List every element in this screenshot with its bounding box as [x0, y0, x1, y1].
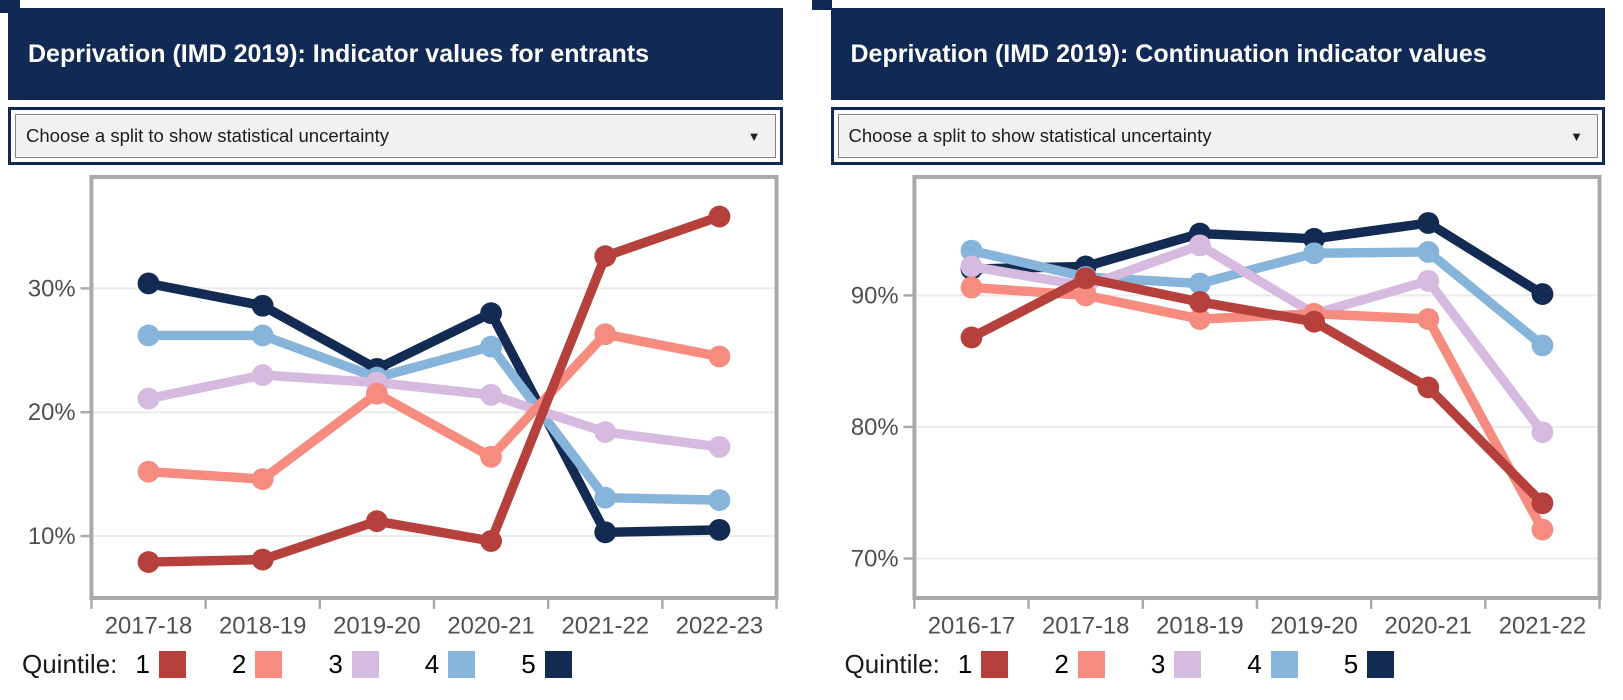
- svg-text:2019-20: 2019-20: [333, 613, 420, 640]
- continuation-quintile-legend: Quintile: 1 2 3 4 5: [831, 644, 1606, 686]
- quintile-5-swatch: [544, 651, 572, 679]
- quintile-4-swatch: [1270, 651, 1298, 679]
- svg-text:70%: 70%: [850, 545, 898, 572]
- quintile-2-swatch: [255, 651, 283, 679]
- legend-item-quintile-3: 3: [328, 649, 379, 680]
- clipped-element-fragment: [0, 0, 20, 13]
- continuation-line-chart: 70% 80% 90% 2016-17 2017-18 2018-19 2019-20 202…: [850, 174, 1602, 640]
- quintile-1-swatch: [158, 651, 186, 679]
- svg-text:2019-20: 2019-20: [1270, 613, 1357, 640]
- svg-text:2016-17: 2016-17: [927, 613, 1014, 640]
- svg-text:90%: 90%: [850, 282, 898, 309]
- quintile-4-swatch: [448, 651, 476, 679]
- legend-item-quintile-5: 5: [521, 649, 572, 680]
- entrants-title-bar: Deprivation (IMD 2019): Indicator values…: [8, 8, 783, 100]
- svg-text:80%: 80%: [850, 414, 898, 441]
- svg-text:2020-21: 2020-21: [1384, 613, 1471, 640]
- legend-item-quintile-1: 1: [135, 649, 186, 680]
- svg-text:2021-22: 2021-22: [1498, 613, 1585, 640]
- entrants-panel-title: Deprivation (IMD 2019): Indicator values…: [28, 39, 649, 68]
- legend-quintile-number: 4: [1247, 649, 1262, 680]
- quintile-1-swatch: [981, 651, 1009, 679]
- legend-quintile-number: 1: [135, 649, 150, 680]
- svg-text:2018-19: 2018-19: [1156, 613, 1243, 640]
- legend-item-quintile-4: 4: [424, 649, 476, 680]
- legend-title: Quintile:: [22, 649, 118, 680]
- legend-item-quintile-2: 2: [1054, 649, 1105, 680]
- svg-text:2017-18: 2017-18: [1041, 613, 1128, 640]
- legend-quintile-number: 3: [328, 649, 343, 680]
- svg-text:10%: 10%: [28, 523, 76, 550]
- entrants-dropdown-frame: Choose a split to show statistical uncer…: [8, 107, 783, 165]
- svg-text:2020-21: 2020-21: [447, 613, 534, 640]
- svg-text:2018-19: 2018-19: [219, 613, 306, 640]
- dropdown-arrow-icon: ▼: [1570, 128, 1583, 144]
- svg-text:2017-18: 2017-18: [105, 613, 192, 640]
- continuation-dropdown-frame: Choose a split to show statistical uncer…: [830, 107, 1605, 165]
- svg-text:30%: 30%: [28, 275, 76, 302]
- legend-quintile-number: 5: [521, 649, 536, 680]
- continuation-split-select[interactable]: Choose a split to show statistical uncer…: [837, 114, 1598, 158]
- legend-quintile-number: 2: [231, 649, 247, 680]
- continuation-split-select-value: Choose a split to show statistical uncer…: [848, 125, 1212, 146]
- legend-quintile-number: 1: [957, 649, 973, 680]
- quintile-2-swatch: [1077, 651, 1105, 679]
- svg-text:2022-23: 2022-23: [676, 613, 763, 640]
- legend-item-quintile-1: 1: [957, 649, 1009, 680]
- entrants-line-chart: 10% 20% 30% 2017-18 2018-19 2019-20 2020-21 202…: [28, 174, 779, 640]
- legend-quintile-number: 4: [424, 649, 440, 680]
- legend-quintile-number: 3: [1150, 649, 1166, 680]
- legend-quintile-number: 5: [1343, 649, 1359, 680]
- legend-title: Quintile:: [844, 649, 940, 680]
- legend-item-quintile-3: 3: [1150, 649, 1202, 680]
- entrants-split-select[interactable]: Choose a split to show statistical uncer…: [15, 114, 776, 158]
- svg-text:20%: 20%: [28, 399, 76, 426]
- quintile-3-swatch: [351, 651, 379, 679]
- quintile-3-swatch: [1174, 651, 1202, 679]
- clipped-element-fragment: [812, 0, 832, 10]
- dropdown-arrow-icon: ▼: [747, 128, 761, 144]
- legend-item-quintile-5: 5: [1343, 649, 1395, 680]
- legend-item-quintile-4: 4: [1247, 649, 1298, 680]
- continuation-panel: Deprivation (IMD 2019): Continuation ind…: [830, 8, 1606, 686]
- continuation-title-bar: Deprivation (IMD 2019): Continuation ind…: [830, 8, 1605, 100]
- quintile-5-swatch: [1367, 651, 1395, 679]
- entrants-quintile-legend: Quintile: 1 2 3 4 5: [8, 644, 783, 686]
- continuation-panel-title: Deprivation (IMD 2019): Continuation ind…: [850, 39, 1487, 68]
- entrants-split-select-value: Choose a split to show statistical uncer…: [26, 125, 389, 146]
- entrants-panel: Deprivation (IMD 2019): Indicator values…: [8, 8, 783, 686]
- legend-item-quintile-2: 2: [231, 649, 283, 680]
- legend-quintile-number: 2: [1054, 649, 1069, 680]
- svg-text:2021-22: 2021-22: [562, 613, 649, 640]
